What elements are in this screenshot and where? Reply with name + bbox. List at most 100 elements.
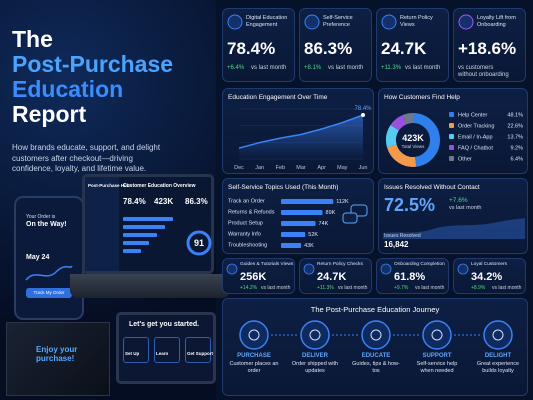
mini-kpi-value: 24.7K: [317, 271, 347, 283]
icon: [380, 263, 392, 275]
issues-count: 16,842: [384, 240, 409, 249]
bar-label: Product Setup: [228, 221, 263, 227]
laptop-base: [70, 274, 230, 298]
mini-kpi-label: Return Policy Checks: [317, 262, 363, 267]
bar-value: 74K: [319, 221, 329, 227]
donut-slice: [402, 113, 414, 125]
icon: [304, 14, 320, 30]
card: Self-Service Topics Used (This Month) Tra…: [222, 178, 374, 254]
bar-label: Troubleshooting: [228, 243, 267, 249]
kpi-note: vs last month: [405, 65, 441, 71]
bar-value: 43K: [304, 243, 314, 249]
card: The Post-Purchase Education Journey PURCH…: [222, 298, 528, 396]
donut-total: 423K: [402, 133, 424, 143]
card-title: Issues Resolved Without Contact: [384, 184, 480, 191]
laptop-stat: 78.4%: [123, 197, 146, 206]
kpi-value: 86.3%: [304, 39, 353, 58]
step-desc: Order shipped with updates: [291, 361, 339, 374]
mini-kpi-change: +8.9%: [471, 285, 486, 291]
donut-slice: [386, 144, 417, 167]
step-desc: Self-service help when needed: [416, 361, 458, 374]
bar-label: Track an Order: [228, 199, 265, 205]
legend-swatch: [449, 123, 454, 128]
chat-icon: [350, 204, 368, 217]
kpi-label: Return Policy Views: [400, 15, 433, 28]
bar-value: 112K: [336, 199, 349, 205]
bar: [281, 210, 323, 215]
bar: [281, 221, 316, 226]
card-title: Education Engagement Over Time: [228, 94, 328, 101]
graphic: Track an Order 112K Returns & Refunds 89K Pr…: [228, 199, 368, 249]
card: Loyal Customers 34.2% +8.9% vs last month: [453, 258, 526, 294]
card-title: Self-Service Topics Used (This Month): [228, 184, 339, 191]
step-ring: [422, 320, 452, 350]
legend-swatch: [449, 156, 454, 161]
kpi-note: vs last month: [328, 65, 364, 71]
graphic: [123, 217, 173, 253]
journey-title: The Post-Purchase Education Journey: [310, 305, 440, 314]
legend-label: FAQ / Chatbot: [458, 146, 493, 152]
graphic: [304, 14, 320, 30]
step-icon: [309, 329, 321, 341]
title-line: Post-Purchase: [12, 51, 174, 77]
issues-count-label: Issues Resolved: [384, 233, 421, 239]
mini-kpi-label: Guides & Tutorials Views: [240, 262, 294, 267]
card: How Customers Find Help Help Center 48.1% O…: [378, 88, 528, 174]
step-ring: [239, 320, 269, 350]
icon: [303, 263, 315, 275]
x-tick-label: Feb: [276, 165, 285, 171]
step-name: DELIVER: [301, 353, 328, 359]
graphic: Help Center 48.1% Order Tracking 22.6% Email…: [386, 112, 523, 167]
card: Digital Education Engagement 78.4% +6.4% vs…: [222, 8, 295, 82]
step-desc: Guides, tips & how-tos: [352, 361, 400, 374]
mini-kpi-change: +14.2%: [240, 285, 258, 291]
laptop-stat: 86.3%: [185, 197, 208, 206]
step-ring: [361, 320, 391, 350]
graphic: [303, 263, 315, 275]
kpi-value: +18.6%: [458, 39, 517, 58]
end-point: [361, 113, 365, 117]
kpi-label: Digital Education Engagement: [246, 15, 288, 28]
x-tick-label: Jan: [255, 165, 264, 171]
mini-kpi-note: vs last month: [492, 285, 522, 291]
step-icon: [431, 329, 443, 341]
x-tick-label: Dec: [234, 165, 244, 171]
legend-label: Help Center: [458, 113, 488, 119]
icon: [227, 14, 243, 30]
laptop-bar: [123, 249, 141, 253]
tablet-step-label: Learn: [156, 351, 169, 356]
graphic: [383, 218, 525, 239]
laptop: Post-Purchase Hub Customer Education Over…: [82, 174, 214, 274]
kpi-change: +6.4%: [227, 65, 245, 71]
step-name: SUPPORT: [422, 353, 452, 359]
x-tick-label: Apr: [317, 165, 326, 171]
issues-value: 72.5%: [384, 195, 436, 215]
graphic: [239, 320, 513, 350]
laptop-sidebar: [85, 177, 119, 271]
graphic: [457, 263, 469, 275]
mini-kpi-note: vs last month: [338, 285, 368, 291]
sparkline-area: [383, 218, 525, 239]
legend-value: 9.2%: [510, 146, 523, 152]
step-icon: [248, 329, 260, 341]
tablet: Let's get you started. Set Up Learn Get Sup…: [116, 312, 216, 384]
kpi-value: 24.7K: [381, 39, 427, 58]
icon: [226, 263, 238, 275]
phone: Your Order is On the Way! May 24 Track My O…: [14, 196, 84, 320]
chat-icon: [342, 212, 358, 224]
laptop-bar: [123, 217, 173, 221]
bar-label: Returns & Refunds: [228, 210, 275, 216]
title-line: Education: [12, 76, 124, 102]
card: Guides & Tutorials Views 256K +14.2% vs las…: [222, 258, 295, 294]
card: Return Policy Checks 24.7K +11.3% vs last m…: [299, 258, 372, 294]
step-ring: [483, 320, 513, 350]
legend-swatch: [449, 112, 454, 117]
bar: [281, 199, 334, 204]
phone-button: Track My Order: [26, 288, 72, 298]
subtitle: How brands educate, support, and delight…: [12, 143, 161, 173]
mini-kpi-value: 34.2%: [471, 271, 503, 283]
step-icon: [370, 329, 382, 341]
card: Education Engagement Over Time 78.4% Dec Ja…: [222, 88, 374, 174]
laptop-bar: [123, 225, 165, 229]
